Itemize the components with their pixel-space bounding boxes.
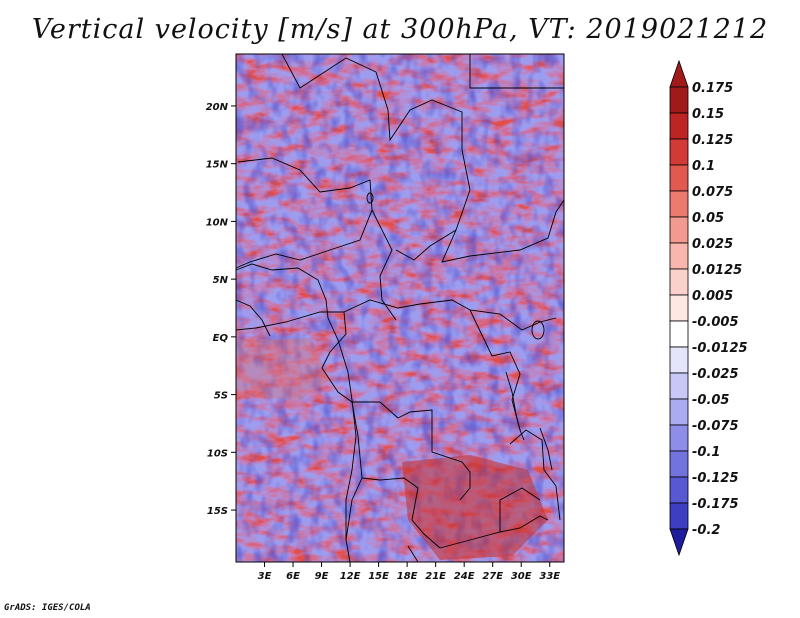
- chart-title: Vertical velocity [m/s] at 300hPa, VT: 2…: [31, 14, 769, 45]
- lakes: [366, 192, 553, 471]
- colorbar-label: 0.0125: [692, 263, 742, 278]
- colorbar-segment: [669, 242, 689, 270]
- colorbar-label: 0.05: [692, 211, 724, 226]
- colorbar-label: 0.025: [692, 237, 733, 252]
- lat-tick-label: EQ: [213, 333, 229, 344]
- lon-tick-label: 12E: [340, 571, 361, 582]
- lat-tick-label: 20N: [206, 102, 229, 113]
- map-frame: [235, 53, 565, 563]
- colorbar-segment: [669, 424, 689, 452]
- colorbar-label: -0.2: [692, 523, 720, 538]
- colorbar-label: 0.005: [692, 289, 733, 304]
- lat-tick-label: 10S: [207, 448, 228, 459]
- colorbar-segment: [669, 398, 689, 426]
- colorbar-segment: [669, 320, 689, 348]
- colorbar-segment: [669, 294, 689, 322]
- grads-credit: GrADS: IGES/COLA: [4, 603, 91, 613]
- colorbar-label: 0.1: [692, 159, 715, 174]
- lon-tick-label: 33E: [539, 571, 560, 582]
- colorbar: [669, 59, 689, 557]
- colorbar-segment: [669, 372, 689, 400]
- lon-tick-label: 30E: [511, 571, 532, 582]
- colorbar-segment: [669, 164, 689, 192]
- strong-ascent-region: [402, 455, 548, 560]
- colorbar-segment: [669, 476, 689, 504]
- country-borders: [236, 54, 564, 562]
- coastline: [235, 263, 357, 563]
- colorbar-label: -0.1: [692, 445, 720, 460]
- colorbar-segment: [669, 450, 689, 478]
- lat-tick-label: 5N: [213, 275, 229, 286]
- strong-ascent-region: [236, 338, 330, 400]
- colorbar-label: -0.025: [692, 367, 739, 382]
- lat-tick-label: 10N: [206, 217, 229, 228]
- colorbar-label: 0.075: [692, 185, 733, 200]
- colorbar-label: -0.0125: [692, 341, 748, 356]
- colorbar-label: -0.005: [692, 315, 739, 330]
- axis-ticks: [231, 105, 551, 567]
- colorbar-segment: [669, 216, 689, 244]
- colorbar-label: -0.05: [692, 393, 729, 408]
- lon-tick-label: 21E: [425, 571, 446, 582]
- colorbar-segment: [669, 138, 689, 166]
- lon-tick-label: 27E: [482, 571, 503, 582]
- colorbar-segment: [669, 86, 689, 114]
- colorbar-label: -0.175: [692, 497, 739, 512]
- lon-tick-label: 15E: [368, 571, 389, 582]
- lat-tick-label: 5S: [214, 391, 228, 402]
- colorbar-segment: [669, 190, 689, 218]
- colorbar-label: -0.125: [692, 471, 739, 486]
- lon-tick-label: 9E: [315, 571, 329, 582]
- lon-tick-label: 3E: [258, 571, 272, 582]
- colorbar-segment: [669, 268, 689, 296]
- colorbar-top-extend: [669, 59, 689, 88]
- lon-tick-label: 18E: [397, 571, 418, 582]
- lon-tick-label: 6E: [286, 571, 300, 582]
- colorbar-label: 0.175: [692, 81, 733, 96]
- colorbar-segment: [669, 346, 689, 374]
- colorbar-label: -0.075: [692, 419, 739, 434]
- colorbar-segment: [669, 502, 689, 530]
- lon-tick-label: 24E: [454, 571, 475, 582]
- colorbar-labels: 0.175 0.15 0.125 0.1 0.075 0.05 0.025 0.0125 0.0…: [692, 81, 748, 538]
- colorbar-bottom-extend: [669, 528, 689, 557]
- colorbar-segment: [669, 112, 689, 140]
- lat-tick-label: 15S: [207, 506, 228, 517]
- colorbar-label: 0.15: [692, 107, 724, 122]
- colorbar-label: 0.125: [692, 133, 733, 148]
- lat-tick-label: 15N: [206, 160, 229, 171]
- axis-tick-labels: 3E 6E 9E 12E 15E 18E 21E 24E 27E 30E 33E 20N 15N 10N 5…: [206, 102, 561, 582]
